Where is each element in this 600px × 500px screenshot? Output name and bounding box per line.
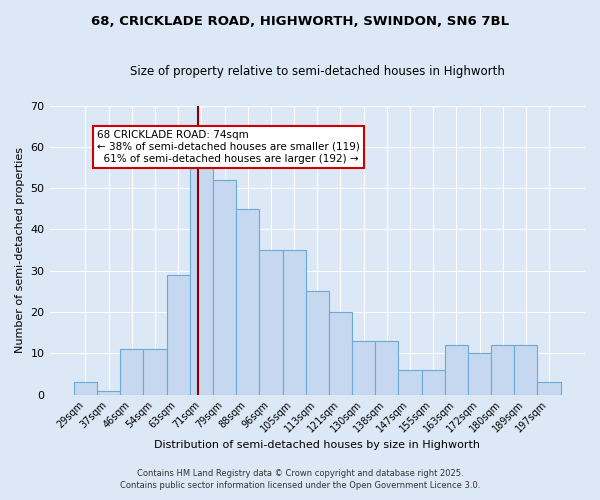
Text: Contains HM Land Registry data © Crown copyright and database right 2025.
Contai: Contains HM Land Registry data © Crown c… [120,468,480,490]
Bar [305,292,329,395]
Bar [375,341,398,394]
Bar [167,275,190,394]
X-axis label: Distribution of semi-detached houses by size in Highworth: Distribution of semi-detached houses by … [154,440,480,450]
Bar [514,345,538,395]
Bar [398,370,422,394]
Bar [74,382,97,394]
Title: Size of property relative to semi-detached houses in Highworth: Size of property relative to semi-detach… [130,65,505,78]
Bar [491,345,514,395]
Bar [283,250,305,394]
Text: 68, CRICKLADE ROAD, HIGHWORTH, SWINDON, SN6 7BL: 68, CRICKLADE ROAD, HIGHWORTH, SWINDON, … [91,15,509,28]
Bar [538,382,560,394]
Text: 68 CRICKLADE ROAD: 74sqm
← 38% of semi-detached houses are smaller (119)
  61% o: 68 CRICKLADE ROAD: 74sqm ← 38% of semi-d… [97,130,360,164]
Bar [422,370,445,394]
Bar [445,345,468,395]
Bar [236,209,259,394]
Bar [97,390,120,394]
Bar [329,312,352,394]
Bar [190,168,213,394]
Bar [120,349,143,395]
Bar [352,341,375,394]
Bar [259,250,283,394]
Bar [213,180,236,394]
Y-axis label: Number of semi-detached properties: Number of semi-detached properties [15,147,25,353]
Bar [468,354,491,395]
Bar [143,349,167,395]
